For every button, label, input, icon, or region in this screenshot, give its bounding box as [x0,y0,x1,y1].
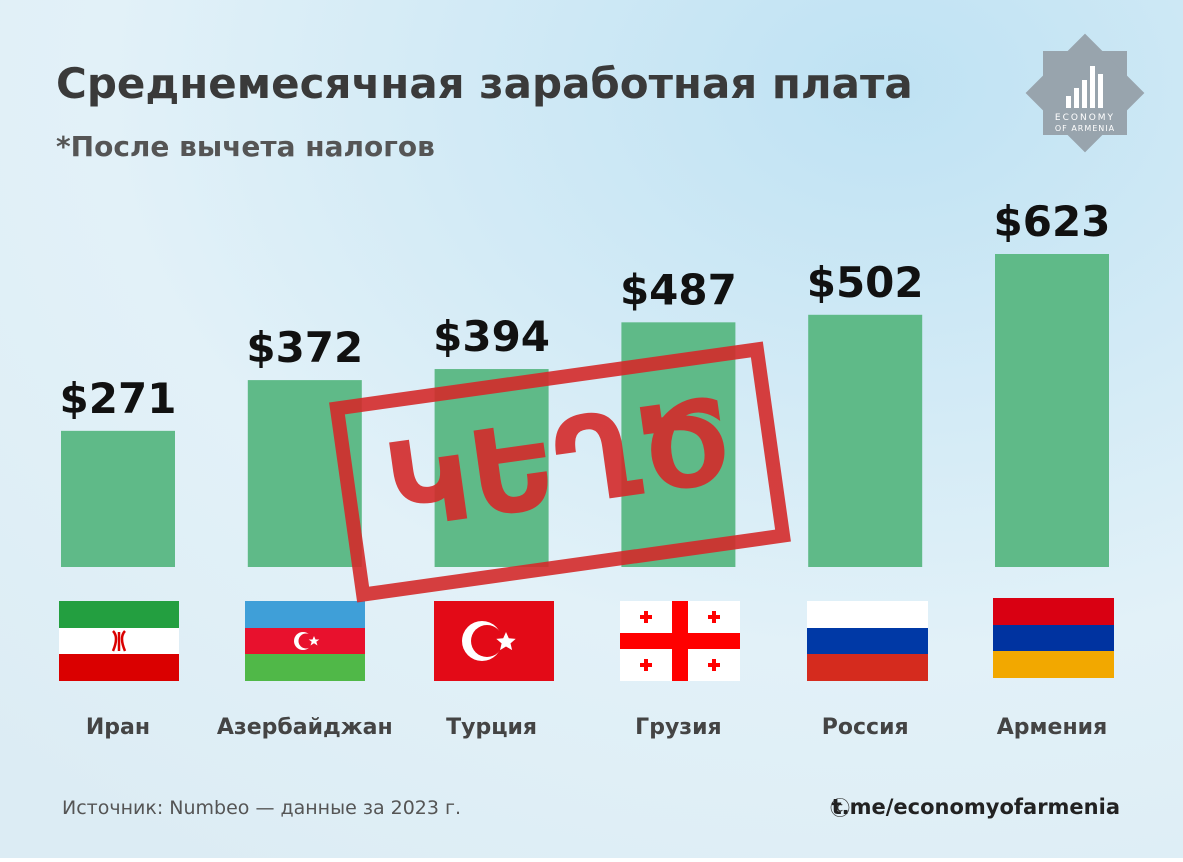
logo-bar [1082,80,1087,108]
logo-bar [1098,74,1103,108]
x-tick-label: Иран [86,715,150,740]
copyright-icon: ⓒ [830,796,850,820]
link[interactable]: t.me/economyofarmenia [832,795,1120,819]
flag-azerbaijan [245,601,365,681]
stamp-border [329,341,791,603]
bars: $271 Иран $372 Азербайджан $394 Турция $487 Гру… [60,197,1111,740]
chart-subtitle: *После вычета налогов [56,130,435,163]
flag-russia [807,601,928,681]
logo: ECONOMY OF ARMENIA [1025,33,1145,153]
logo-text: ECONOMY [1055,113,1115,123]
value-label: $372 [246,323,363,372]
value-label: $271 [60,374,177,423]
x-tick-label: Армения [997,715,1107,740]
x-tick-label: Россия [822,715,909,740]
x-tick-label: Турция [446,715,537,740]
value-label: $502 [807,258,924,307]
chart-title: Среднемесячная заработная плата [56,59,913,108]
flag-georgia [620,601,740,681]
value-label: $394 [433,312,550,361]
flag-iran [59,601,179,681]
logo-bar [1090,66,1095,108]
source: Источник: Numbeo — данные за 2023 г. [62,797,461,819]
logo-text: OF ARMENIA [1055,124,1115,133]
flag-armenia [993,598,1114,678]
bar [808,314,923,567]
bar [61,430,175,567]
logo-bar [1066,96,1071,108]
flag-turkey [434,601,554,681]
value-label: $623 [994,197,1111,246]
logo-bar [1074,88,1079,108]
x-tick-label: Грузия [635,715,721,740]
bar [434,369,549,567]
bar [995,254,1109,567]
x-tick-label: Азербайджан [217,715,393,740]
value-label: $487 [620,265,737,314]
